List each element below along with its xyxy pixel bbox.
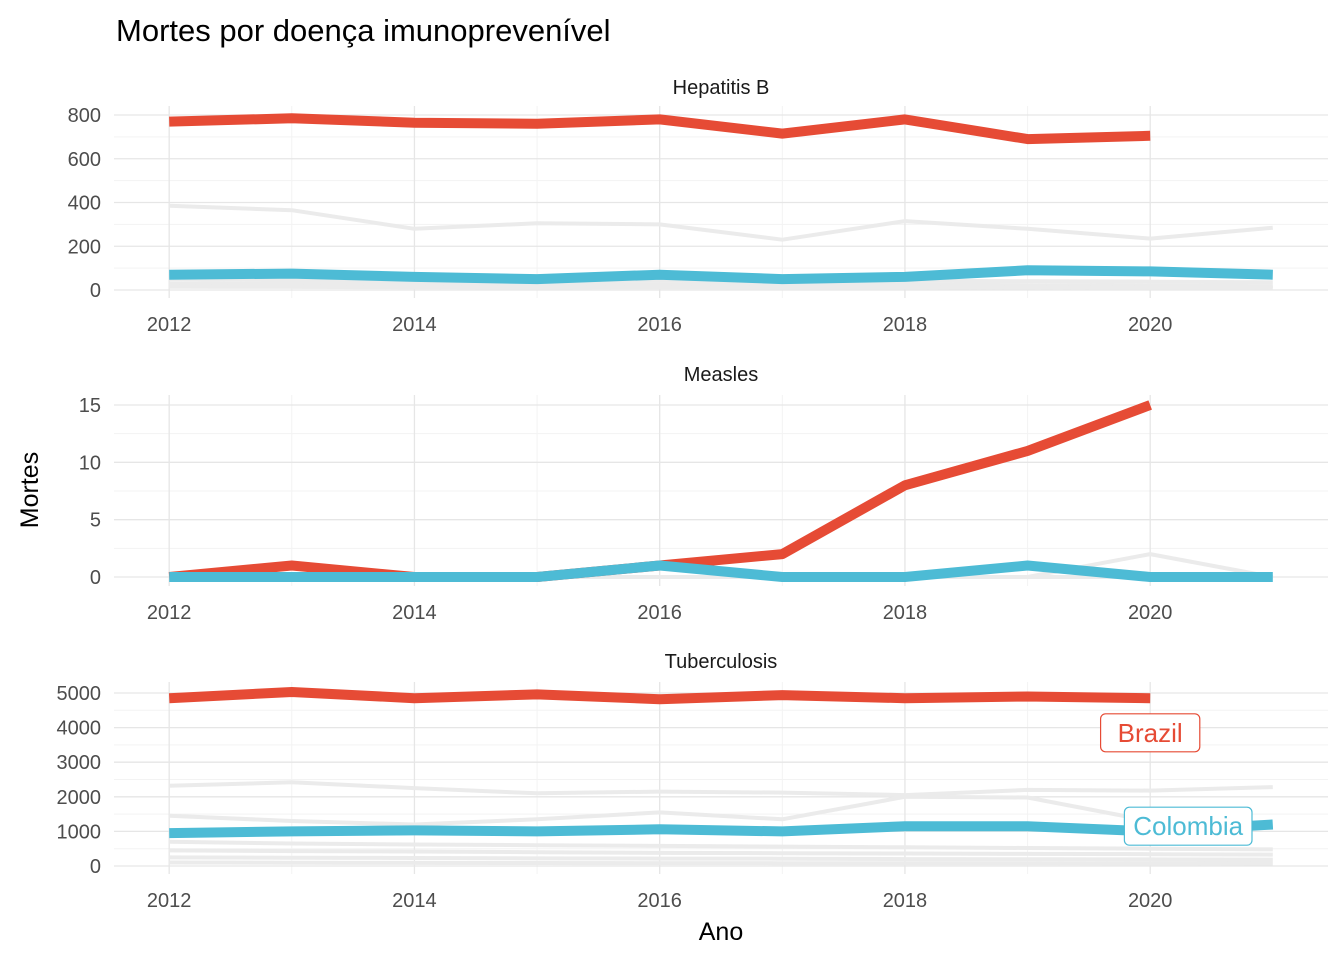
x-tick-label: 2016 — [637, 602, 682, 624]
y-tick-label: 4000 — [57, 718, 102, 740]
x-tick-label: 2020 — [1128, 602, 1173, 624]
y-tick-label: 600 — [68, 149, 101, 171]
y-tick-label: 3000 — [57, 752, 102, 774]
background-series-line — [169, 284, 1273, 290]
y-tick-label: 5000 — [57, 683, 102, 705]
series-label-box-brazil — [1099, 713, 1201, 753]
series-line-colombia — [169, 265, 1273, 285]
y-tick-label: 800 — [68, 105, 101, 127]
panel-title: Hepatitis B — [673, 77, 770, 99]
x-tick-label: 2020 — [1128, 890, 1173, 912]
y-tick-label: 1000 — [57, 821, 102, 843]
x-tick-label: 2014 — [392, 602, 437, 624]
panel-title: Measles — [684, 364, 758, 386]
series-labels: Brazil Colombia — [1099, 713, 1253, 846]
y-tick-label: 2000 — [57, 787, 102, 809]
y-tick-label: 15 — [79, 395, 101, 417]
x-tick-label: 2014 — [392, 314, 437, 336]
x-tick-label: 2012 — [147, 602, 192, 624]
panel-title: Tuberculosis — [665, 651, 778, 673]
y-tick-label: 0 — [90, 280, 101, 302]
x-tick-label: 2016 — [637, 890, 682, 912]
background-series-line — [169, 855, 1273, 862]
y-axis-label: Mortes — [16, 452, 44, 528]
x-tick-label: 2012 — [147, 314, 192, 336]
y-tick-label: 10 — [79, 452, 101, 474]
y-tick-label: 200 — [68, 236, 101, 258]
series-line-brazil — [169, 113, 1151, 145]
series-line-brazil — [168, 687, 1151, 705]
x-tick-label: 2016 — [637, 314, 682, 336]
panel-hepatitis-b: 0 200 400 600 800 2012 2014 2016 2018 2020 Hepatit… — [68, 77, 1328, 336]
x-tick-label: 2018 — [883, 314, 928, 336]
background-series-line — [169, 860, 1273, 866]
background-series-line — [169, 281, 1273, 289]
series-label-box-colombia — [1123, 806, 1253, 846]
background-series-line — [169, 203, 1273, 242]
series-line-colombia — [169, 560, 1273, 582]
series-label-brazil: Brazil — [1118, 718, 1183, 748]
background-series-line — [169, 848, 1273, 857]
background-series-line — [169, 794, 1273, 830]
x-tick-label: 2018 — [883, 602, 928, 624]
y-tick-label: 5 — [90, 510, 101, 532]
series-label-colombia: Colombia — [1133, 811, 1243, 841]
y-tick-label: 400 — [68, 193, 101, 215]
series-line-colombia — [169, 819, 1274, 839]
chart-title: Mortes por doença imunoprevenível — [116, 13, 611, 48]
x-tick-label: 2020 — [1128, 314, 1173, 336]
background-series-line — [169, 780, 1273, 798]
y-tick-label: 0 — [90, 856, 101, 878]
panel-tuberculosis: 0 1000 2000 3000 4000 5000 2012 2014 2016 2018 202… — [57, 651, 1328, 912]
x-tick-label: 2012 — [147, 890, 192, 912]
panel-measles: 0 5 10 15 2012 2014 2016 2018 2020 Measles — [79, 364, 1328, 624]
background-series-line — [169, 839, 1273, 852]
y-tick-label: 0 — [90, 567, 101, 589]
x-tick-label: 2014 — [392, 890, 437, 912]
x-tick-label: 2018 — [883, 890, 928, 912]
x-axis-label: Ano — [699, 918, 743, 946]
panels: 0 200 400 600 800 2012 2014 2016 2018 2020 Hepatit… — [57, 77, 1328, 912]
